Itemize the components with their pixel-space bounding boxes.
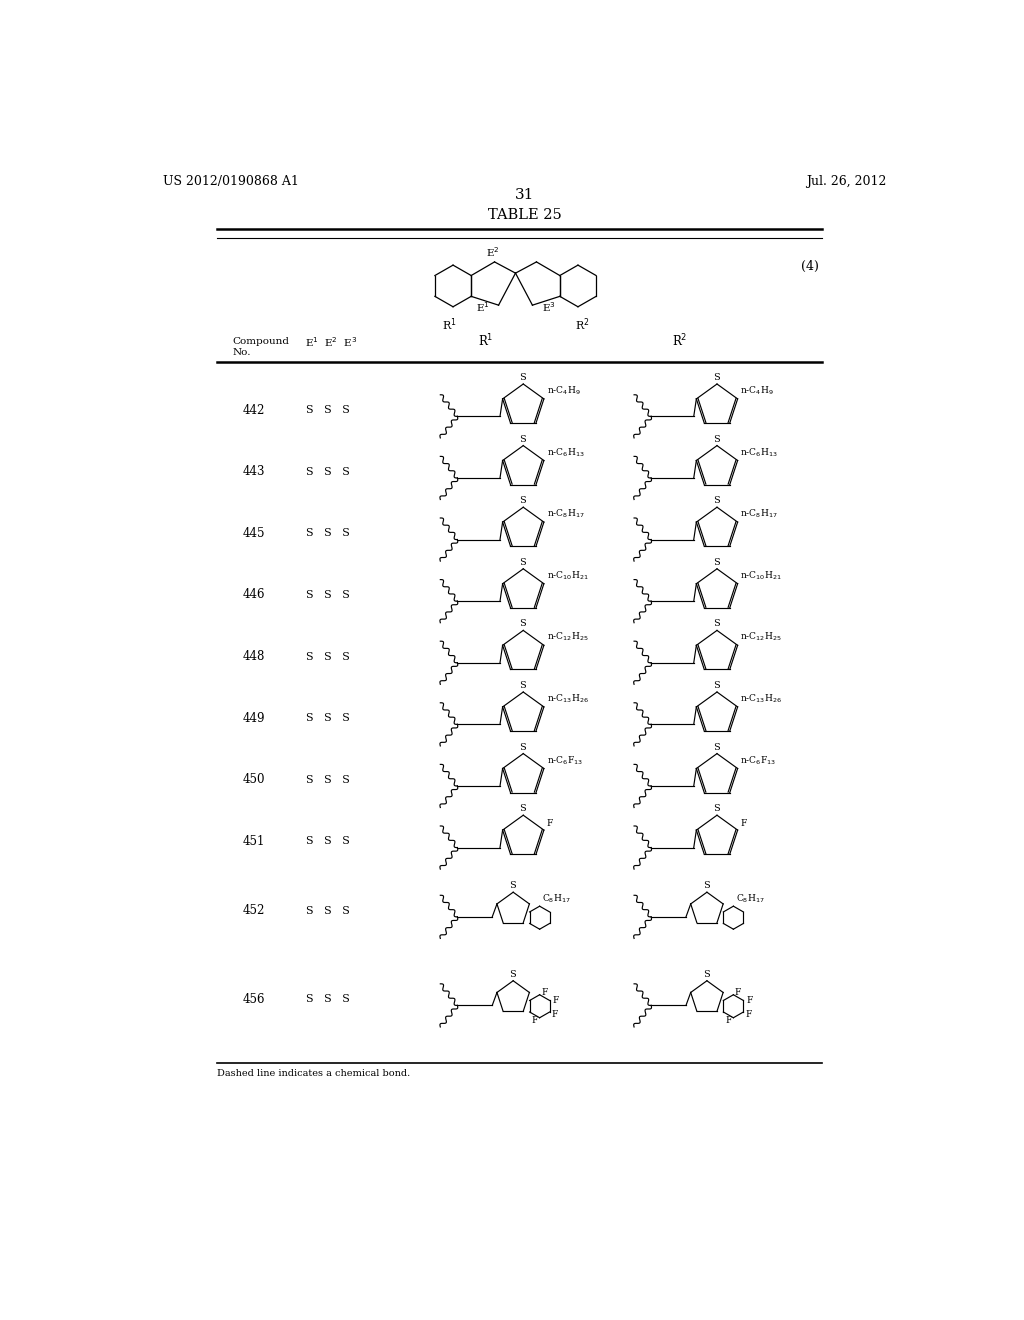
Text: 452: 452 bbox=[243, 904, 265, 917]
Text: E$^1$  E$^2$  E$^3$: E$^1$ E$^2$ E$^3$ bbox=[305, 335, 356, 350]
Text: S: S bbox=[519, 681, 526, 690]
Text: n-C$_6$H$_{13}$: n-C$_6$H$_{13}$ bbox=[547, 446, 584, 458]
Text: 450: 450 bbox=[243, 774, 265, 787]
Text: S: S bbox=[519, 558, 526, 566]
Text: F: F bbox=[740, 820, 746, 828]
Text: 449: 449 bbox=[243, 711, 265, 725]
Text: F: F bbox=[744, 1010, 752, 1019]
Text: R$^1$: R$^1$ bbox=[478, 333, 494, 350]
Text: E$^1$: E$^1$ bbox=[475, 301, 489, 314]
Text: 446: 446 bbox=[243, 589, 265, 602]
Text: S: S bbox=[509, 882, 516, 890]
Text: S: S bbox=[519, 743, 526, 751]
Text: 448: 448 bbox=[243, 649, 265, 663]
Text: F: F bbox=[531, 1016, 538, 1026]
Text: n-C$_{10}$H$_{21}$: n-C$_{10}$H$_{21}$ bbox=[547, 569, 588, 582]
Text: S   S   S: S S S bbox=[306, 775, 350, 785]
Text: S   S   S: S S S bbox=[306, 652, 350, 661]
Text: F: F bbox=[551, 1010, 558, 1019]
Text: R$^2$: R$^2$ bbox=[574, 315, 589, 333]
Text: R$^2$: R$^2$ bbox=[672, 333, 687, 350]
Text: Dashed line indicates a chemical bond.: Dashed line indicates a chemical bond. bbox=[217, 1069, 411, 1077]
Text: TABLE 25: TABLE 25 bbox=[487, 209, 562, 223]
Text: 31: 31 bbox=[515, 187, 535, 202]
Text: S: S bbox=[713, 681, 720, 690]
Text: S: S bbox=[519, 434, 526, 444]
Text: S   S   S: S S S bbox=[306, 906, 350, 916]
Text: S: S bbox=[509, 970, 516, 979]
Text: Compound: Compound bbox=[232, 338, 290, 346]
Text: F: F bbox=[547, 820, 553, 828]
Text: S   S   S: S S S bbox=[306, 405, 350, 416]
Text: n-C$_4$H$_9$: n-C$_4$H$_9$ bbox=[547, 384, 581, 397]
Text: C$_8$H$_{17}$: C$_8$H$_{17}$ bbox=[542, 892, 570, 904]
Text: E$^3$: E$^3$ bbox=[542, 301, 555, 314]
Text: n-C$_8$H$_{17}$: n-C$_8$H$_{17}$ bbox=[740, 508, 778, 520]
Text: S   S   S: S S S bbox=[306, 837, 350, 846]
Text: S: S bbox=[713, 743, 720, 751]
Text: F: F bbox=[725, 1016, 732, 1026]
Text: S: S bbox=[713, 496, 720, 506]
Text: n-C$_6$F$_{13}$: n-C$_6$F$_{13}$ bbox=[740, 754, 776, 767]
Text: F: F bbox=[553, 997, 559, 1005]
Text: 443: 443 bbox=[243, 465, 265, 478]
Text: (4): (4) bbox=[802, 260, 819, 273]
Text: n-C$_{12}$H$_{25}$: n-C$_{12}$H$_{25}$ bbox=[547, 631, 588, 643]
Text: n-C$_{13}$H$_{26}$: n-C$_{13}$H$_{26}$ bbox=[547, 693, 589, 705]
Text: S: S bbox=[519, 804, 526, 813]
Text: n-C$_{13}$H$_{26}$: n-C$_{13}$H$_{26}$ bbox=[740, 693, 782, 705]
Text: S   S   S: S S S bbox=[306, 590, 350, 601]
Text: n-C$_6$H$_{13}$: n-C$_6$H$_{13}$ bbox=[740, 446, 778, 458]
Text: 445: 445 bbox=[243, 527, 265, 540]
Text: n-C$_{10}$H$_{21}$: n-C$_{10}$H$_{21}$ bbox=[740, 569, 782, 582]
Text: S: S bbox=[713, 619, 720, 628]
Text: S   S   S: S S S bbox=[306, 713, 350, 723]
Text: S: S bbox=[713, 374, 720, 381]
Text: E$^2$: E$^2$ bbox=[486, 246, 500, 259]
Text: F: F bbox=[735, 987, 741, 997]
Text: 442: 442 bbox=[243, 404, 265, 417]
Text: S   S   S: S S S bbox=[306, 528, 350, 539]
Text: Jul. 26, 2012: Jul. 26, 2012 bbox=[806, 176, 886, 189]
Text: S: S bbox=[713, 558, 720, 566]
Text: n-C$_6$F$_{13}$: n-C$_6$F$_{13}$ bbox=[547, 754, 583, 767]
Text: n-C$_{12}$H$_{25}$: n-C$_{12}$H$_{25}$ bbox=[740, 631, 782, 643]
Text: C$_8$H$_{17}$: C$_8$H$_{17}$ bbox=[735, 892, 764, 904]
Text: S: S bbox=[519, 374, 526, 381]
Text: S: S bbox=[713, 804, 720, 813]
Text: R$^1$: R$^1$ bbox=[441, 315, 457, 333]
Text: 456: 456 bbox=[243, 993, 265, 1006]
Text: F: F bbox=[542, 987, 548, 997]
Text: S: S bbox=[702, 970, 710, 979]
Text: US 2012/0190868 A1: US 2012/0190868 A1 bbox=[163, 176, 299, 189]
Text: F: F bbox=[746, 997, 753, 1005]
Text: S   S   S: S S S bbox=[306, 994, 350, 1005]
Text: n-C$_8$H$_{17}$: n-C$_8$H$_{17}$ bbox=[547, 508, 584, 520]
Text: n-C$_4$H$_9$: n-C$_4$H$_9$ bbox=[740, 384, 774, 397]
Text: No.: No. bbox=[232, 348, 251, 358]
Text: S: S bbox=[519, 496, 526, 506]
Text: S   S   S: S S S bbox=[306, 467, 350, 477]
Text: 451: 451 bbox=[243, 834, 265, 847]
Text: S: S bbox=[713, 434, 720, 444]
Text: S: S bbox=[519, 619, 526, 628]
Text: S: S bbox=[702, 882, 710, 890]
